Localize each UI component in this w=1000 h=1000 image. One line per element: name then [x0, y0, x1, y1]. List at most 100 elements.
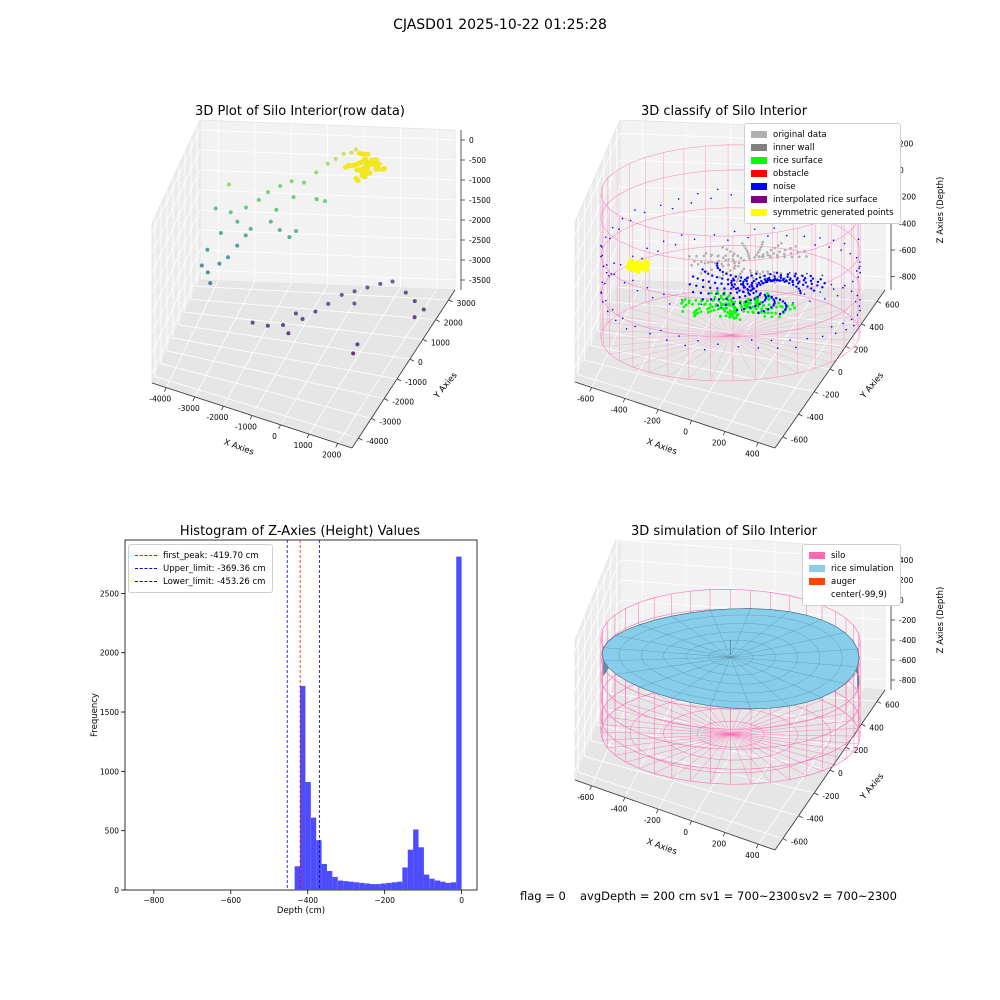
wall-grid-line — [151, 269, 456, 374]
wall-grid-line — [574, 540, 886, 651]
noise-point — [701, 279, 705, 282]
noise-point — [735, 308, 739, 312]
data-point — [412, 315, 417, 320]
original-point — [755, 253, 758, 257]
rice-surface-point — [730, 310, 734, 314]
data-point — [235, 243, 240, 248]
floor-grid-line — [160, 363, 372, 419]
data-point — [205, 247, 210, 252]
original-point — [758, 248, 762, 252]
y-tick-label: -400 — [807, 815, 824, 824]
noise-point — [819, 291, 822, 293]
original-point — [688, 255, 691, 258]
surface-mesh-line — [672, 657, 731, 699]
noise-point — [663, 293, 665, 296]
rice-surface-point — [791, 303, 794, 307]
data-point — [314, 170, 319, 175]
x-tick-label: -400 — [610, 805, 627, 814]
data-point — [274, 207, 279, 212]
noise-point — [773, 300, 776, 303]
z-tick-label: -1000 — [469, 176, 491, 185]
noise-point — [788, 272, 791, 274]
cluster-point — [342, 164, 349, 170]
legend-swatch — [751, 196, 767, 203]
noise-point — [770, 339, 773, 342]
noise-point — [699, 291, 703, 295]
noise-point — [783, 280, 786, 284]
silo-floor-line — [730, 734, 861, 737]
y-tick-label: 600 — [885, 700, 900, 709]
y-axis-label: Y Axies — [858, 370, 886, 401]
noise-point — [717, 298, 721, 301]
x-tick-label: −200 — [374, 896, 395, 905]
x-tick-label: -200 — [644, 816, 661, 825]
noise-point — [770, 296, 773, 299]
noise-point — [713, 298, 716, 300]
noise-point — [646, 247, 648, 250]
noise-point — [716, 287, 719, 290]
floor-grid-line — [616, 286, 878, 302]
histogram-bar — [316, 840, 322, 890]
data-point — [421, 307, 426, 312]
silo-floor-line — [638, 697, 731, 735]
noise-point — [778, 279, 781, 282]
noise-point — [764, 297, 768, 300]
noise-point — [613, 262, 615, 265]
x-tick — [589, 387, 593, 392]
noise-point — [619, 264, 622, 266]
rice-surface-point — [702, 303, 706, 307]
cluster-point — [375, 161, 381, 167]
noise-point — [748, 285, 751, 288]
x-tick-label: -3000 — [178, 404, 200, 413]
rice-surface-point — [692, 314, 696, 318]
histogram-bar — [375, 884, 381, 890]
silo-floor-line — [730, 734, 847, 759]
noise-point — [625, 328, 628, 330]
symmetric-point — [638, 263, 644, 268]
data-point — [322, 199, 327, 204]
y-tick — [782, 436, 788, 440]
x-tick — [722, 832, 726, 837]
legend-item-symmetric: symmetric generated points — [751, 206, 894, 219]
data-point — [349, 150, 354, 155]
x-tick — [755, 442, 759, 447]
histogram-bar — [456, 556, 462, 890]
original-point — [761, 240, 765, 244]
rice-surface-point — [755, 300, 759, 303]
noise-point — [602, 265, 605, 268]
panel1-chart: -4000-3000-2000-1000010002000-4000-3000-… — [149, 120, 491, 459]
noise-point — [724, 303, 728, 307]
noise-point — [716, 188, 719, 191]
original-point — [733, 264, 737, 268]
rice-surface-point — [711, 299, 715, 303]
noise-point — [742, 307, 746, 311]
rice-surface-point — [718, 306, 722, 310]
noise-point — [763, 293, 766, 297]
noise-point — [757, 311, 760, 315]
noise-point — [767, 294, 770, 298]
noise-point — [739, 279, 742, 283]
rice-surface-point — [718, 314, 722, 318]
noise-point — [600, 246, 603, 248]
original-point — [732, 252, 736, 255]
silo-floor-line — [649, 335, 731, 373]
panel4-title: 3D simulation of Silo Interior — [631, 524, 817, 539]
floor-grid-line — [337, 289, 438, 444]
y-tick-label: 0 — [114, 886, 119, 895]
histogram-bar — [359, 882, 365, 890]
silo-floor-line — [730, 324, 858, 336]
x-tick-label: 200 — [712, 840, 727, 849]
noise-point — [726, 278, 730, 281]
rice-surface-point — [684, 303, 688, 307]
legend-swatch — [809, 552, 825, 559]
original-point — [789, 246, 792, 250]
noise-point — [755, 272, 758, 276]
x-tick-label: -600 — [577, 793, 594, 802]
cluster-point — [381, 165, 388, 171]
wall-grid-line — [151, 189, 456, 294]
silo-floor-line — [730, 713, 846, 735]
noise-point — [798, 280, 801, 283]
noise-point — [843, 242, 846, 245]
noise-point — [742, 280, 745, 283]
legend-label: obstacle — [773, 168, 809, 179]
